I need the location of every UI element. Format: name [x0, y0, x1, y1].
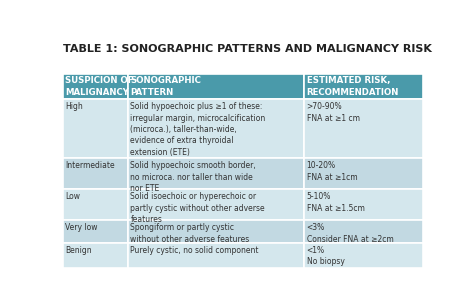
Text: >70-90%
FNA at ≥1 cm: >70-90% FNA at ≥1 cm [307, 102, 360, 123]
Bar [304, 220, 423, 243]
Bar [128, 243, 304, 268]
Text: TABLE 1: SONOGRAPHIC PATTERNS AND MALIGNANCY RISK: TABLE 1: SONOGRAPHIC PATTERNS AND MALIGN… [63, 43, 432, 54]
Text: Solid hypoechoic smooth border,
no microca. nor taller than wide
nor ETE: Solid hypoechoic smooth border, no micro… [130, 161, 256, 193]
Bar [304, 158, 423, 189]
Bar [63, 220, 128, 243]
Bar [304, 189, 423, 220]
Text: <1%
No biopsy: <1% No biopsy [307, 246, 345, 266]
Text: High: High [65, 102, 83, 111]
Bar [304, 74, 423, 99]
Bar [63, 158, 128, 189]
Bar [63, 243, 128, 268]
Text: Purely cystic, no solid component: Purely cystic, no solid component [130, 246, 259, 255]
Bar [63, 99, 128, 158]
Text: 10-20%
FNA at ≥1cm: 10-20% FNA at ≥1cm [307, 161, 357, 182]
Bar [128, 220, 304, 243]
Text: <3%
Consider FNA at ≥2cm: <3% Consider FNA at ≥2cm [307, 223, 393, 244]
Bar [63, 189, 128, 220]
Text: 5-10%
FNA at ≥1.5cm: 5-10% FNA at ≥1.5cm [307, 192, 365, 212]
Bar [128, 158, 304, 189]
Text: SONOGRAPHIC
PATTERN: SONOGRAPHIC PATTERN [130, 76, 201, 97]
Bar [304, 99, 423, 158]
Text: SUSPICION OF
MALIGNANCY: SUSPICION OF MALIGNANCY [65, 76, 134, 97]
Bar [304, 243, 423, 268]
Text: Very low: Very low [65, 223, 98, 232]
Bar [128, 189, 304, 220]
Text: Low: Low [65, 192, 81, 201]
Text: Benign: Benign [65, 246, 92, 255]
Text: ESTIMATED RISK,
RECOMMENDATION: ESTIMATED RISK, RECOMMENDATION [307, 76, 399, 97]
Bar [63, 74, 128, 99]
Text: Spongiform or partly cystic
without other adverse features: Spongiform or partly cystic without othe… [130, 223, 249, 244]
Bar [128, 74, 304, 99]
Text: Intermediate: Intermediate [65, 161, 115, 170]
Text: Solid hypoechoic plus ≥1 of these:
irregular margin, microcalcification
(microca: Solid hypoechoic plus ≥1 of these: irreg… [130, 102, 265, 157]
Bar [128, 99, 304, 158]
Text: Solid isoechoic or hyperechoic or
partly cystic without other adverse
features: Solid isoechoic or hyperechoic or partly… [130, 192, 265, 224]
